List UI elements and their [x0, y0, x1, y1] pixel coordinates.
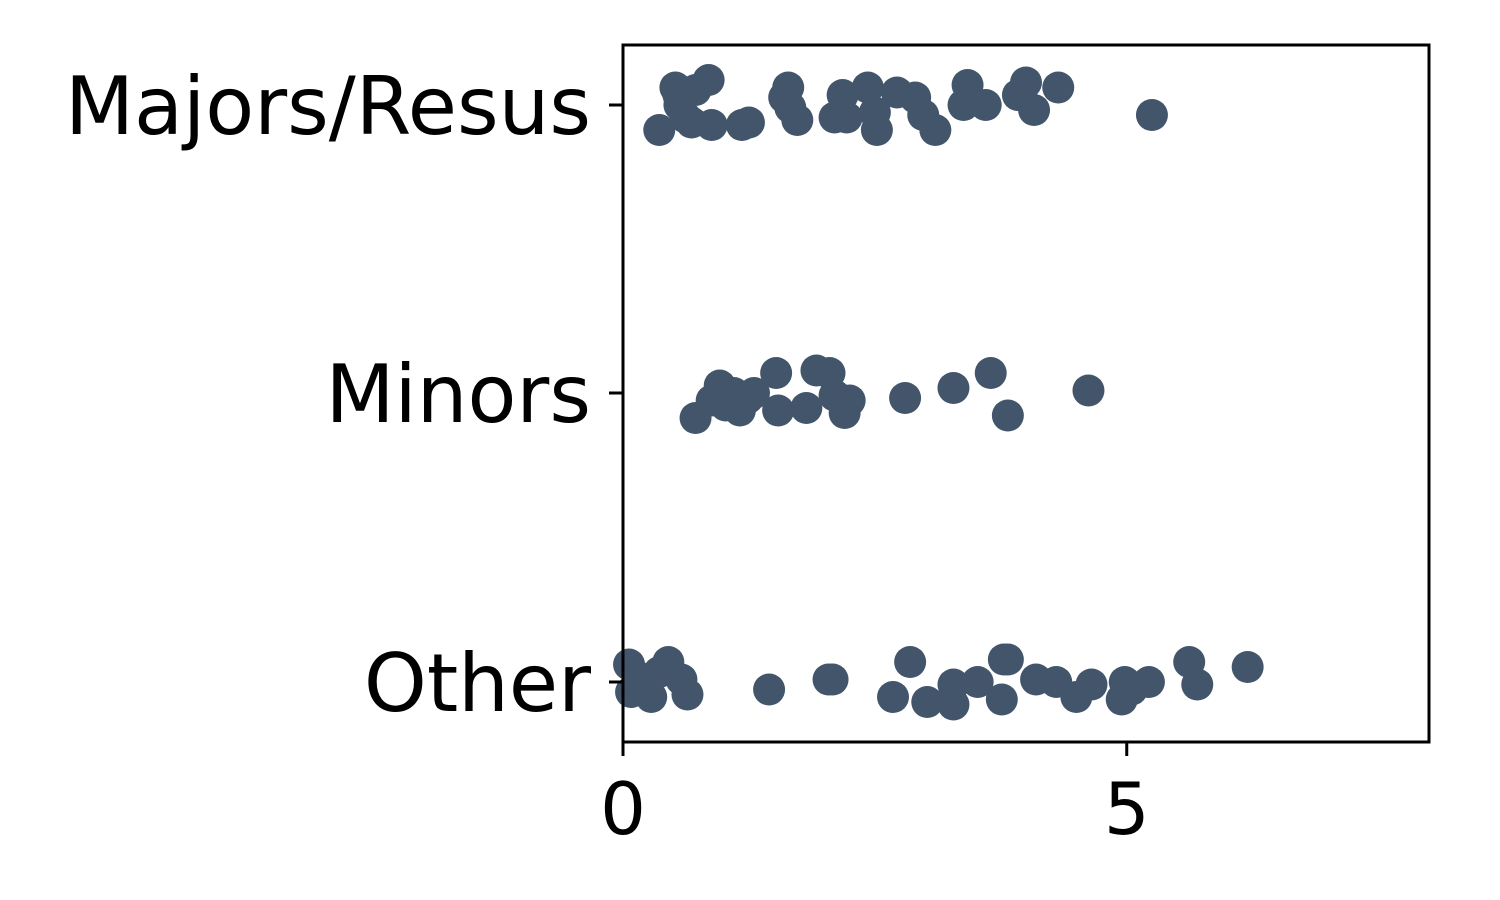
- series-minors: [679, 354, 1105, 434]
- y-tick-label-majors-resus: Majors/Resus: [65, 60, 591, 153]
- point-minors-10: [790, 392, 823, 424]
- point-other-18: [985, 683, 1018, 716]
- point-other-9: [753, 673, 786, 706]
- point-majors-resus-32: [1135, 99, 1168, 131]
- point-minors-7: [737, 377, 770, 409]
- point-minors-9: [762, 394, 795, 427]
- point-minors-15: [833, 384, 866, 417]
- point-minors-16: [889, 382, 922, 414]
- point-other-8: [671, 678, 704, 711]
- point-other-30: [1181, 668, 1214, 701]
- point-majors-resus-27: [969, 89, 1002, 121]
- series-majors-resus: [643, 64, 1168, 146]
- point-majors-resus-30: [1018, 94, 1051, 126]
- point-other-28: [1132, 666, 1165, 698]
- point-other-11: [816, 663, 849, 696]
- point-other-4: [635, 681, 668, 713]
- point-majors-resus-14: [781, 104, 814, 136]
- series-other: [613, 643, 1264, 721]
- point-other-20: [991, 643, 1024, 676]
- point-majors-resus-0: [643, 114, 676, 146]
- y-tick-label-other: Other: [364, 637, 591, 730]
- point-minors-17: [937, 372, 970, 404]
- point-majors-resus-17: [830, 101, 863, 134]
- point-majors-resus-20: [860, 114, 893, 146]
- point-majors-resus-7: [692, 64, 725, 96]
- point-minors-19: [991, 399, 1024, 432]
- point-other-17: [961, 666, 994, 698]
- point-majors-resus-8: [695, 109, 728, 141]
- point-minors-8: [760, 357, 793, 389]
- point-majors-resus-31: [1042, 71, 1075, 104]
- point-majors-resus-18: [851, 71, 884, 104]
- point-other-24: [1075, 668, 1108, 701]
- point-majors-resus-24: [919, 114, 952, 146]
- x-tick-label-5: 5: [1104, 767, 1150, 851]
- point-minors-20: [1072, 374, 1105, 407]
- x-tick-label-0: 0: [600, 767, 646, 851]
- point-majors-resus-10: [732, 106, 765, 139]
- point-other-14: [911, 686, 944, 718]
- point-other-13: [894, 646, 927, 678]
- y-tick-label-minors: Minors: [326, 348, 591, 441]
- point-minors-18: [974, 357, 1007, 389]
- point-other-16: [937, 688, 970, 721]
- y-axis: Majors/Resus Minors Other: [65, 60, 623, 730]
- point-other-31: [1231, 651, 1264, 683]
- data-points: [613, 64, 1264, 721]
- point-majors-resus-29: [1010, 66, 1042, 99]
- point-other-12: [877, 681, 910, 713]
